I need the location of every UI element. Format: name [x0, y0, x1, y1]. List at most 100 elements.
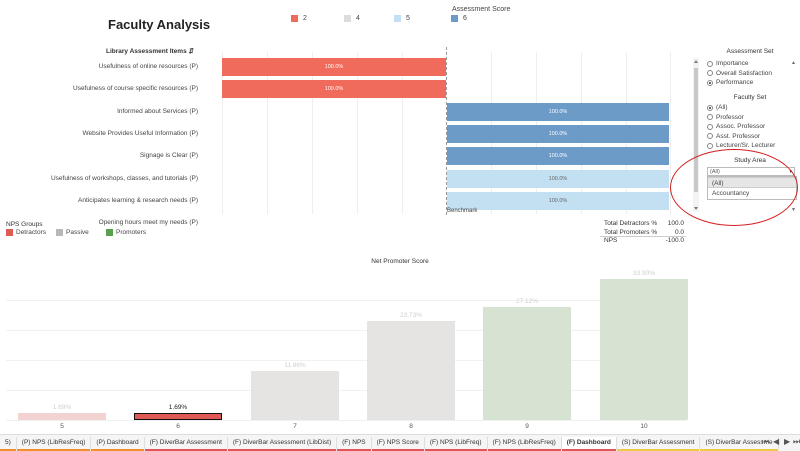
- sort-icon[interactable]: ⇵: [188, 48, 194, 55]
- totals-value: 0.0: [674, 228, 684, 236]
- nps-bar[interactable]: [18, 412, 106, 420]
- totals-value: 100.0: [667, 220, 684, 227]
- radio-icon[interactable]: [707, 70, 713, 76]
- nps-data-label: 33.90%: [632, 269, 656, 277]
- sheet-tab[interactable]: (F) NPS Score: [371, 437, 425, 451]
- item-label: Website Provides Useful Information (P): [82, 129, 198, 137]
- sheet-tab-label: (P) NPS (LibResFreq): [21, 439, 86, 446]
- sheet-tab-label: (F) NPS (LibFreq): [429, 439, 482, 446]
- assessment_set-option[interactable]: Performance: [707, 79, 753, 86]
- radio-icon[interactable]: [707, 142, 713, 149]
- sheet-tab-label: (F) NPS Score: [376, 439, 419, 446]
- assessment_set-option[interactable]: Overall Satisfaction: [707, 70, 772, 77]
- item-bar[interactable]: 100.0%: [447, 124, 669, 143]
- assessment-legend-title: Assessment Score: [452, 6, 511, 13]
- nps-legend-item[interactable]: Passive: [56, 229, 89, 236]
- sheet-tab[interactable]: (F) Dashboard: [561, 437, 617, 451]
- grid-line: [670, 52, 671, 214]
- sheet-tab-label: (P) Dashboard: [96, 439, 139, 446]
- assessment_set-option[interactable]: Importance: [707, 60, 749, 67]
- assessment-legend-item[interactable]: 6: [451, 15, 467, 22]
- faculty_set-option[interactable]: Professor: [707, 114, 744, 121]
- prev-sheet-icon[interactable]: ◀: [773, 437, 780, 446]
- legend-swatch: [344, 15, 351, 22]
- sheet-tab[interactable]: 5): [0, 437, 17, 451]
- nps-data-label: 11.86%: [284, 361, 306, 369]
- radio-icon[interactable]: [707, 104, 713, 111]
- nps-x-tick: 6: [176, 423, 180, 430]
- grid-line: [6, 330, 686, 331]
- radio-label: Performance: [716, 79, 754, 86]
- benchmark-line: [446, 47, 447, 215]
- item-label: Informed about Services (P): [117, 107, 198, 115]
- totals-label: Total Detractors %: [604, 220, 658, 227]
- sheet-tab-label: (F) NPS (LibResFreq): [492, 439, 556, 446]
- faculty_set-option[interactable]: Lecturer/Sr. Lecturer: [707, 142, 775, 149]
- nps-groups-title: NPS Groups: [6, 221, 43, 228]
- legend-label: 6: [463, 15, 467, 22]
- nps-bar[interactable]: [367, 321, 455, 420]
- item-bar[interactable]: 100.0%: [447, 191, 669, 210]
- sheet-tab-label: (S) DiverBar Assessment: [621, 439, 695, 446]
- sheet-tab[interactable]: (P) NPS (LibResFreq): [16, 437, 92, 451]
- grid-line: [357, 52, 358, 214]
- grid-line: [6, 360, 686, 361]
- radio-label: Professor: [716, 113, 744, 121]
- item-label: Anticipates learning & research needs (P…: [78, 196, 198, 204]
- nps-bar[interactable]: [483, 307, 571, 420]
- grid-line: [222, 52, 223, 214]
- items-clip: [0, 215, 700, 219]
- sheet-tab-label: (S) DiverBar Assessme: [705, 439, 773, 446]
- nps-data-label: 1.69%: [52, 403, 72, 411]
- nps-legend-item[interactable]: Promoters: [106, 229, 146, 236]
- radio-label: Asst. Professor: [716, 132, 761, 140]
- item-label: Usefulness of workshops, classes, and tu…: [50, 174, 198, 182]
- item-bar[interactable]: 100.0%: [222, 80, 446, 99]
- last-sheet-icon[interactable]: ⏭: [793, 437, 800, 446]
- totals-label: Total Promoters %: [604, 228, 658, 236]
- radio-label: Assoc. Professor: [716, 123, 766, 130]
- assessment-legend-item[interactable]: 5: [394, 15, 410, 22]
- grid-line: [402, 52, 403, 214]
- sheet-tab[interactable]: (P) Dashboard: [91, 437, 145, 451]
- nps-bar[interactable]: [600, 278, 688, 420]
- assessment-legend-item[interactable]: 4: [344, 15, 360, 22]
- radio-icon[interactable]: [707, 114, 713, 120]
- sheet-tab[interactable]: (F) DiverBar Assessment (LibDist): [227, 437, 338, 451]
- grid-line: [312, 52, 313, 214]
- nps-legend-item[interactable]: Detractors: [6, 229, 46, 236]
- item-bar[interactable]: 100.0%: [222, 58, 446, 76]
- faculty_set-option[interactable]: Assoc. Professor: [707, 123, 765, 130]
- sheet-tab-label: (F) DiverBar Assessment: [149, 439, 222, 446]
- faculty_set-option[interactable]: Asst. Professor: [707, 133, 760, 140]
- next-sheet-icon[interactable]: ▶: [784, 437, 791, 446]
- totals-label: NPS: [604, 237, 618, 244]
- item-label: Opening hours meet my needs (P): [98, 219, 198, 227]
- item-bar[interactable]: 100.0%: [447, 147, 669, 166]
- sheet-tab[interactable]: (S) DiverBar Assessment: [616, 437, 701, 451]
- sheet-tab[interactable]: (F) DiverBar Assessment: [144, 437, 228, 451]
- scroll-down-icon[interactable]: ▼: [791, 207, 796, 213]
- faculty_set-option[interactable]: (All): [707, 104, 728, 111]
- item-bar[interactable]: 100.0%: [447, 169, 669, 188]
- grid-line: [267, 52, 268, 214]
- radio-icon[interactable]: [707, 60, 713, 67]
- nps-bar[interactable]: [251, 370, 339, 420]
- radio-icon[interactable]: [707, 79, 713, 86]
- legend-label: Passive: [66, 229, 89, 236]
- assessment-legend-item[interactable]: 2: [291, 15, 307, 22]
- item-bar[interactable]: 100.0%: [447, 102, 669, 121]
- legend-label: Detractors: [16, 229, 46, 236]
- radio-label: Lecturer/Sr. Lecturer: [716, 142, 776, 149]
- legend-swatch: [56, 229, 63, 236]
- radio-icon[interactable]: [707, 133, 713, 139]
- legend-swatch: [394, 15, 401, 22]
- nps-bar[interactable]: [134, 412, 222, 420]
- scroll-up-icon[interactable]: ▲: [791, 60, 796, 66]
- sheet-tab[interactable]: (F) NPS: [337, 437, 372, 451]
- first-sheet-icon[interactable]: ⏮: [762, 437, 770, 446]
- sheet-tab[interactable]: (F) NPS (LibFreq): [424, 437, 488, 451]
- radio-icon[interactable]: [707, 123, 713, 130]
- legend-label: 5: [406, 15, 410, 22]
- sheet-tab[interactable]: (F) NPS (LibResFreq): [487, 437, 562, 451]
